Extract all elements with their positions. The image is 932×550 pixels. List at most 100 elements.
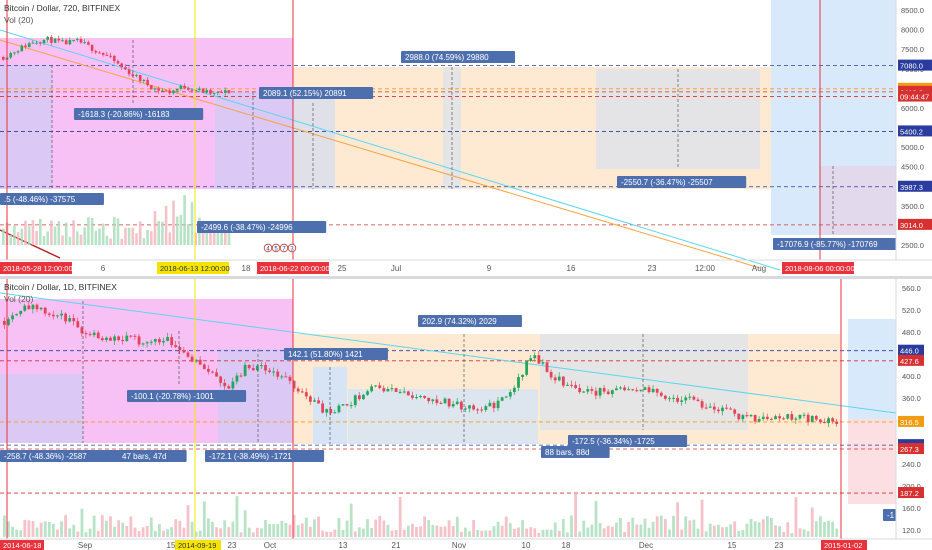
bot-volume-bar [100, 515, 104, 537]
bot-candle [545, 362, 549, 372]
top-volume-bar [94, 230, 98, 245]
bot-candle [717, 409, 720, 412]
top-measure-label-0: 2988.0 (74.59%) 29880 [405, 53, 489, 62]
top-volume-bar [68, 236, 72, 245]
bot-candle [260, 365, 263, 367]
bot-candle [468, 405, 471, 409]
top-candle [27, 43, 31, 47]
top-measure-label-4: -2499.6 (-38.47%) -24996 [201, 223, 293, 232]
top-chart-canvas[interactable]: 2988.0 (74.59%) 29880 2089.1 (52.15%) 208… [0, 0, 932, 276]
bot-candle [313, 400, 316, 402]
bot-candle [729, 408, 733, 410]
bot-price-tag-bg [898, 442, 924, 454]
top-candle [61, 40, 64, 42]
bot-candle [655, 388, 659, 393]
bot-candle [362, 394, 365, 400]
bot-candle [423, 395, 427, 398]
bot-volume-bar [819, 516, 822, 537]
top-volume-bar [153, 211, 157, 245]
bot-candle [782, 418, 786, 420]
bot-candle [235, 375, 239, 382]
bot-candle [790, 414, 794, 420]
bot-candle [496, 400, 500, 409]
bot-volume-bar [782, 531, 786, 537]
bot-candle [43, 307, 47, 314]
top-volume-bar [13, 225, 16, 245]
bot-candle [455, 401, 459, 405]
bottom-chart-canvas[interactable]: 202.9 (74.32%) 2029 142.1 (51.80%) 1421 -1… [0, 279, 932, 550]
bot-volume-bar [500, 525, 504, 537]
bot-candle [676, 397, 679, 402]
top-chart-pane[interactable]: 2988.0 (74.59%) 29880 2089.1 (52.15%) 208… [0, 0, 932, 276]
top-volume-bar [120, 238, 123, 245]
bot-volume-bar [810, 507, 814, 537]
bot-volume-bar [202, 501, 206, 537]
bot-volume-bar [594, 500, 598, 537]
top-volume-bar [113, 217, 116, 245]
bot-volume-bar [749, 518, 753, 537]
bot-volume-bar [476, 529, 480, 537]
bot-volume-bar [170, 527, 174, 537]
top-volume-bar [212, 221, 216, 245]
top-time-tick: 18 [242, 264, 251, 273]
bot-candle [264, 365, 267, 371]
bot-candle [602, 388, 606, 392]
bot-time-tick: 13 [339, 541, 348, 550]
bot-candle [186, 352, 190, 357]
bot-candle [439, 402, 443, 404]
bot-candle [668, 398, 671, 400]
bot-candle [406, 391, 410, 396]
bot-volume-bar [513, 528, 516, 537]
bot-volume-bar [578, 531, 582, 537]
bot-volume-bar [741, 530, 745, 537]
top-measure-label-2-bg [74, 108, 204, 120]
bot-candle [582, 391, 586, 393]
bot-candle [321, 403, 325, 413]
bot-volume-bar [276, 524, 280, 537]
bot-volume-bar [3, 515, 6, 537]
bot-candle [615, 388, 618, 391]
bot-measure-label-3: -258.7 (-48.36%) -2587 [4, 452, 87, 461]
top-candle [116, 61, 120, 64]
bot-candle [427, 397, 431, 402]
bot-candle [525, 360, 529, 375]
bot-volume-bar [292, 515, 296, 537]
bot-volume-bar [496, 521, 500, 537]
bot-candle [761, 416, 765, 419]
top-volume-bar [124, 227, 127, 245]
bot-volume-bar [125, 526, 129, 537]
bot-volume-bar [68, 528, 72, 537]
bot-volume-bar [643, 518, 647, 537]
bot-volume-bar [541, 529, 545, 537]
bot-measure-label-5: -172.1 (-38.49%) -1721 [209, 452, 292, 461]
top-volume-bar [216, 228, 220, 245]
top-volume-bar [46, 231, 49, 245]
bot-pink-zone [848, 419, 896, 504]
bot-candle [255, 365, 259, 371]
top-price-tick: 3500.0 [901, 202, 924, 211]
pane-separator[interactable] [0, 276, 932, 279]
bot-volume-bar [300, 523, 304, 537]
top-candle [164, 90, 168, 92]
bot-candle [586, 389, 590, 392]
bot-candle [76, 321, 80, 328]
bot-candle [72, 318, 76, 322]
bot-candle [166, 337, 169, 341]
bottom-chart-pane[interactable]: 202.9 (74.32%) 2029 142.1 (51.80%) 1421 -1… [0, 279, 932, 550]
bot-volume-bar [431, 524, 435, 537]
bot-candle [561, 376, 565, 386]
top-date-flag-bg [257, 262, 329, 274]
bot-volume-bar [378, 516, 382, 537]
bot-volume-bar [178, 520, 182, 537]
top-volume-bar [90, 218, 94, 245]
bot-volume-bar [504, 516, 508, 537]
bot-volume-bar [745, 523, 749, 537]
bot-measure-label-1: 142.1 (51.80%) 1421 [288, 350, 363, 359]
bot-candle [170, 337, 174, 346]
bot-volume-bar [484, 530, 488, 537]
bot-measure-label-8: -1 [887, 511, 895, 520]
bot-candle [774, 416, 777, 420]
bot-volume-bar [88, 528, 92, 537]
bot-price-tick: 400.0 [902, 372, 921, 381]
top-candle [50, 36, 53, 43]
